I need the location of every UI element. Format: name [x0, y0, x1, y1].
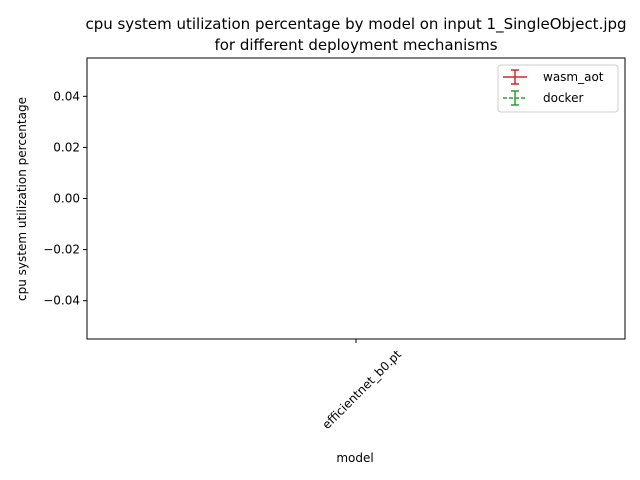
y-tick-label: 0.04 — [53, 89, 80, 103]
chart-title-line1: cpu system utilization percentage by mod… — [85, 15, 626, 34]
y-tick-label: −0.04 — [43, 294, 80, 308]
y-tick-label: 0.02 — [53, 140, 80, 154]
y-axis-ticks: 0.04 0.02 0.00 −0.02 −0.04 — [43, 89, 87, 308]
y-axis-label: cpu system utilization percentage — [15, 97, 29, 301]
y-tick-label: −0.02 — [43, 243, 80, 257]
legend-label: docker — [543, 91, 583, 105]
x-axis-label: model — [336, 451, 373, 465]
legend-label: wasm_aot — [543, 70, 604, 84]
y-tick-label: 0.00 — [53, 192, 80, 206]
legend-box — [497, 64, 619, 113]
legend-entry: docker — [503, 90, 583, 106]
legend-entry: wasm_aot — [503, 69, 604, 85]
x-tick-label: efficientnet_b0.pt — [319, 347, 404, 432]
x-axis-ticks: efficientnet_b0.pt — [319, 339, 404, 432]
chart-title-line2: for different deployment mechanisms — [214, 36, 497, 54]
